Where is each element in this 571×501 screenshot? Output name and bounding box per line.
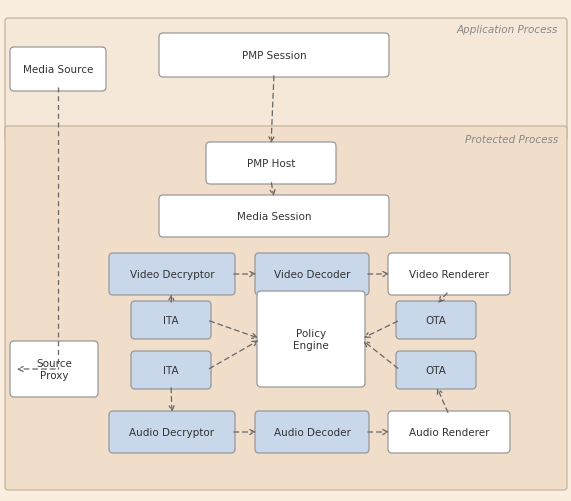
FancyBboxPatch shape xyxy=(159,34,389,78)
FancyBboxPatch shape xyxy=(131,302,211,339)
Text: Protected Process: Protected Process xyxy=(465,135,558,145)
FancyBboxPatch shape xyxy=(388,254,510,296)
Text: Audio Decryptor: Audio Decryptor xyxy=(130,427,215,437)
FancyBboxPatch shape xyxy=(255,411,369,453)
Text: Video Renderer: Video Renderer xyxy=(409,270,489,280)
FancyBboxPatch shape xyxy=(206,143,336,185)
FancyBboxPatch shape xyxy=(257,292,365,387)
Text: Audio Decoder: Audio Decoder xyxy=(274,427,351,437)
FancyBboxPatch shape xyxy=(109,411,235,453)
Text: Application Process: Application Process xyxy=(457,25,558,35)
FancyBboxPatch shape xyxy=(131,351,211,389)
FancyBboxPatch shape xyxy=(388,411,510,453)
FancyBboxPatch shape xyxy=(396,302,476,339)
Text: OTA: OTA xyxy=(425,315,447,325)
Text: OTA: OTA xyxy=(425,365,447,375)
Text: Media Session: Media Session xyxy=(237,211,311,221)
FancyBboxPatch shape xyxy=(5,127,567,490)
FancyBboxPatch shape xyxy=(10,48,106,92)
Text: Video Decoder: Video Decoder xyxy=(274,270,350,280)
Text: PMP Session: PMP Session xyxy=(242,51,306,61)
Text: Audio Renderer: Audio Renderer xyxy=(409,427,489,437)
FancyBboxPatch shape xyxy=(159,195,389,237)
FancyBboxPatch shape xyxy=(255,254,369,296)
Text: ITA: ITA xyxy=(163,315,179,325)
FancyBboxPatch shape xyxy=(396,351,476,389)
Text: PMP Host: PMP Host xyxy=(247,159,295,169)
Text: Media Source: Media Source xyxy=(23,65,93,75)
FancyBboxPatch shape xyxy=(5,19,567,141)
FancyBboxPatch shape xyxy=(109,254,235,296)
FancyBboxPatch shape xyxy=(10,341,98,397)
Text: ITA: ITA xyxy=(163,365,179,375)
Text: Video Decryptor: Video Decryptor xyxy=(130,270,214,280)
Text: Policy
Engine: Policy Engine xyxy=(293,329,329,350)
Text: Source
Proxy: Source Proxy xyxy=(36,359,72,380)
